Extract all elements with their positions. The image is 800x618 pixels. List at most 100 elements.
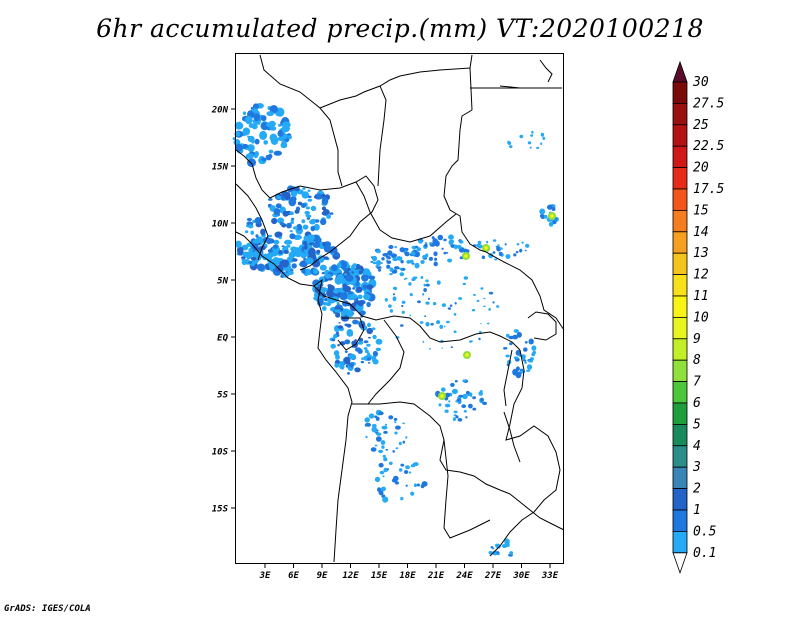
lat-label: 10N — [212, 220, 229, 230]
precip-cell — [506, 335, 509, 337]
precip-cell — [259, 130, 268, 140]
precip-cell — [332, 334, 338, 339]
precip-cell — [416, 483, 420, 487]
precip-cell — [476, 299, 480, 302]
precip-cell — [441, 303, 446, 307]
precip-cell — [383, 469, 386, 473]
colorbar-label: 3 — [692, 460, 701, 475]
precip-cell — [450, 346, 453, 349]
precip-cell — [401, 310, 405, 314]
colorbar-label: 4 — [693, 439, 701, 454]
precip-cell — [540, 132, 545, 137]
precip-cell — [371, 357, 377, 363]
precip-cell — [349, 302, 359, 312]
precip-cell — [448, 239, 454, 246]
precip-cell — [490, 546, 494, 549]
precip-cell — [436, 320, 441, 325]
map-title: 6hr accumulated precip.(mm) VT:202010021… — [96, 14, 704, 43]
colorbar-swatch — [672, 274, 688, 297]
precip-cell — [422, 293, 425, 296]
precip-cell — [388, 415, 394, 420]
colorbar-label: 9 — [693, 332, 701, 347]
colorbar-swatch — [672, 167, 688, 190]
precip-cell — [444, 392, 451, 398]
precip-cell — [494, 258, 498, 261]
precip-cell — [457, 244, 462, 250]
precip-cell — [268, 198, 273, 201]
colorbar-swatch — [672, 124, 688, 147]
precip-cell — [257, 247, 262, 250]
precip-cell — [340, 365, 345, 370]
precip-cell — [371, 423, 377, 428]
precip-cell — [344, 350, 348, 353]
precip-cell — [515, 349, 521, 356]
precip-core — [550, 214, 554, 218]
precip-cell — [513, 329, 519, 333]
precip-cell — [307, 189, 311, 192]
precip-cell — [379, 470, 385, 475]
precip-cell — [386, 260, 389, 264]
lon-label: 27E — [484, 571, 502, 581]
precip-cell — [275, 203, 282, 209]
precip-cell — [398, 468, 403, 472]
lat-label: 20N — [211, 106, 229, 116]
precip-cell — [453, 313, 457, 316]
precip-cell — [375, 436, 382, 442]
precip-cell — [441, 247, 444, 250]
precip-cell — [368, 336, 371, 339]
colorbar-swatch — [672, 381, 688, 404]
precip-cell — [249, 146, 255, 152]
precip-cell — [355, 286, 363, 293]
precip-cell — [433, 261, 438, 267]
precip-cell — [346, 323, 352, 328]
precip-cell — [378, 411, 384, 416]
precip-cell — [252, 219, 256, 224]
precip-cell — [394, 246, 398, 249]
precip-cell — [374, 444, 378, 447]
precip-cell — [290, 219, 294, 223]
precip-cell — [400, 463, 405, 467]
precip-cell — [267, 234, 273, 238]
precip-cell — [380, 440, 386, 445]
precip-cell — [447, 258, 453, 263]
precip-cell — [366, 343, 371, 347]
precip-cell — [394, 431, 398, 435]
colorbar-label: 22.5 — [693, 139, 724, 154]
precip-cell — [452, 417, 456, 421]
precip-cell — [307, 195, 312, 199]
precip-cell — [370, 447, 377, 452]
precip-cell — [425, 321, 430, 327]
precip-cell — [516, 243, 520, 246]
colorbar-swatch — [672, 145, 688, 168]
precip-cell — [280, 142, 288, 149]
precip-cell — [291, 263, 297, 269]
precip-cell — [488, 551, 493, 555]
precip-cell — [414, 262, 420, 269]
precip-cell — [483, 305, 486, 308]
precip-cell — [241, 256, 246, 259]
map-frame — [235, 53, 564, 564]
colorbar: 30 27.5 25 22.5 20 17.5 15 14 13 12 11 10 9 8 7 6 5 4 3 2 1 0… — [672, 60, 724, 575]
precip-cell — [346, 329, 354, 337]
precip-cell — [494, 543, 501, 547]
precip-cell — [527, 141, 532, 145]
precip-cell — [254, 217, 262, 225]
precip-cell — [313, 268, 319, 275]
precip-cell — [513, 356, 519, 360]
precip-cell — [306, 217, 311, 220]
precip-cell — [371, 426, 378, 433]
precip-cell — [334, 253, 339, 257]
precip-cell — [266, 111, 275, 117]
precip-cell — [289, 230, 293, 233]
precip-cell — [299, 262, 307, 267]
precip-cell — [389, 309, 394, 313]
precip-cell — [313, 223, 320, 231]
precip-cell — [457, 418, 463, 422]
precip-cell — [499, 247, 503, 250]
precip-cell — [394, 421, 397, 424]
precip-cell — [444, 403, 451, 408]
precip-cell — [401, 269, 403, 272]
precip-cell — [443, 238, 447, 242]
colorbar-swatch — [672, 209, 688, 233]
colorbar-swatch — [672, 445, 688, 468]
